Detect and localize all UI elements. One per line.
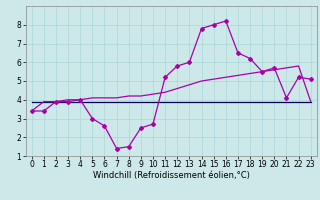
X-axis label: Windchill (Refroidissement éolien,°C): Windchill (Refroidissement éolien,°C) [93,171,250,180]
